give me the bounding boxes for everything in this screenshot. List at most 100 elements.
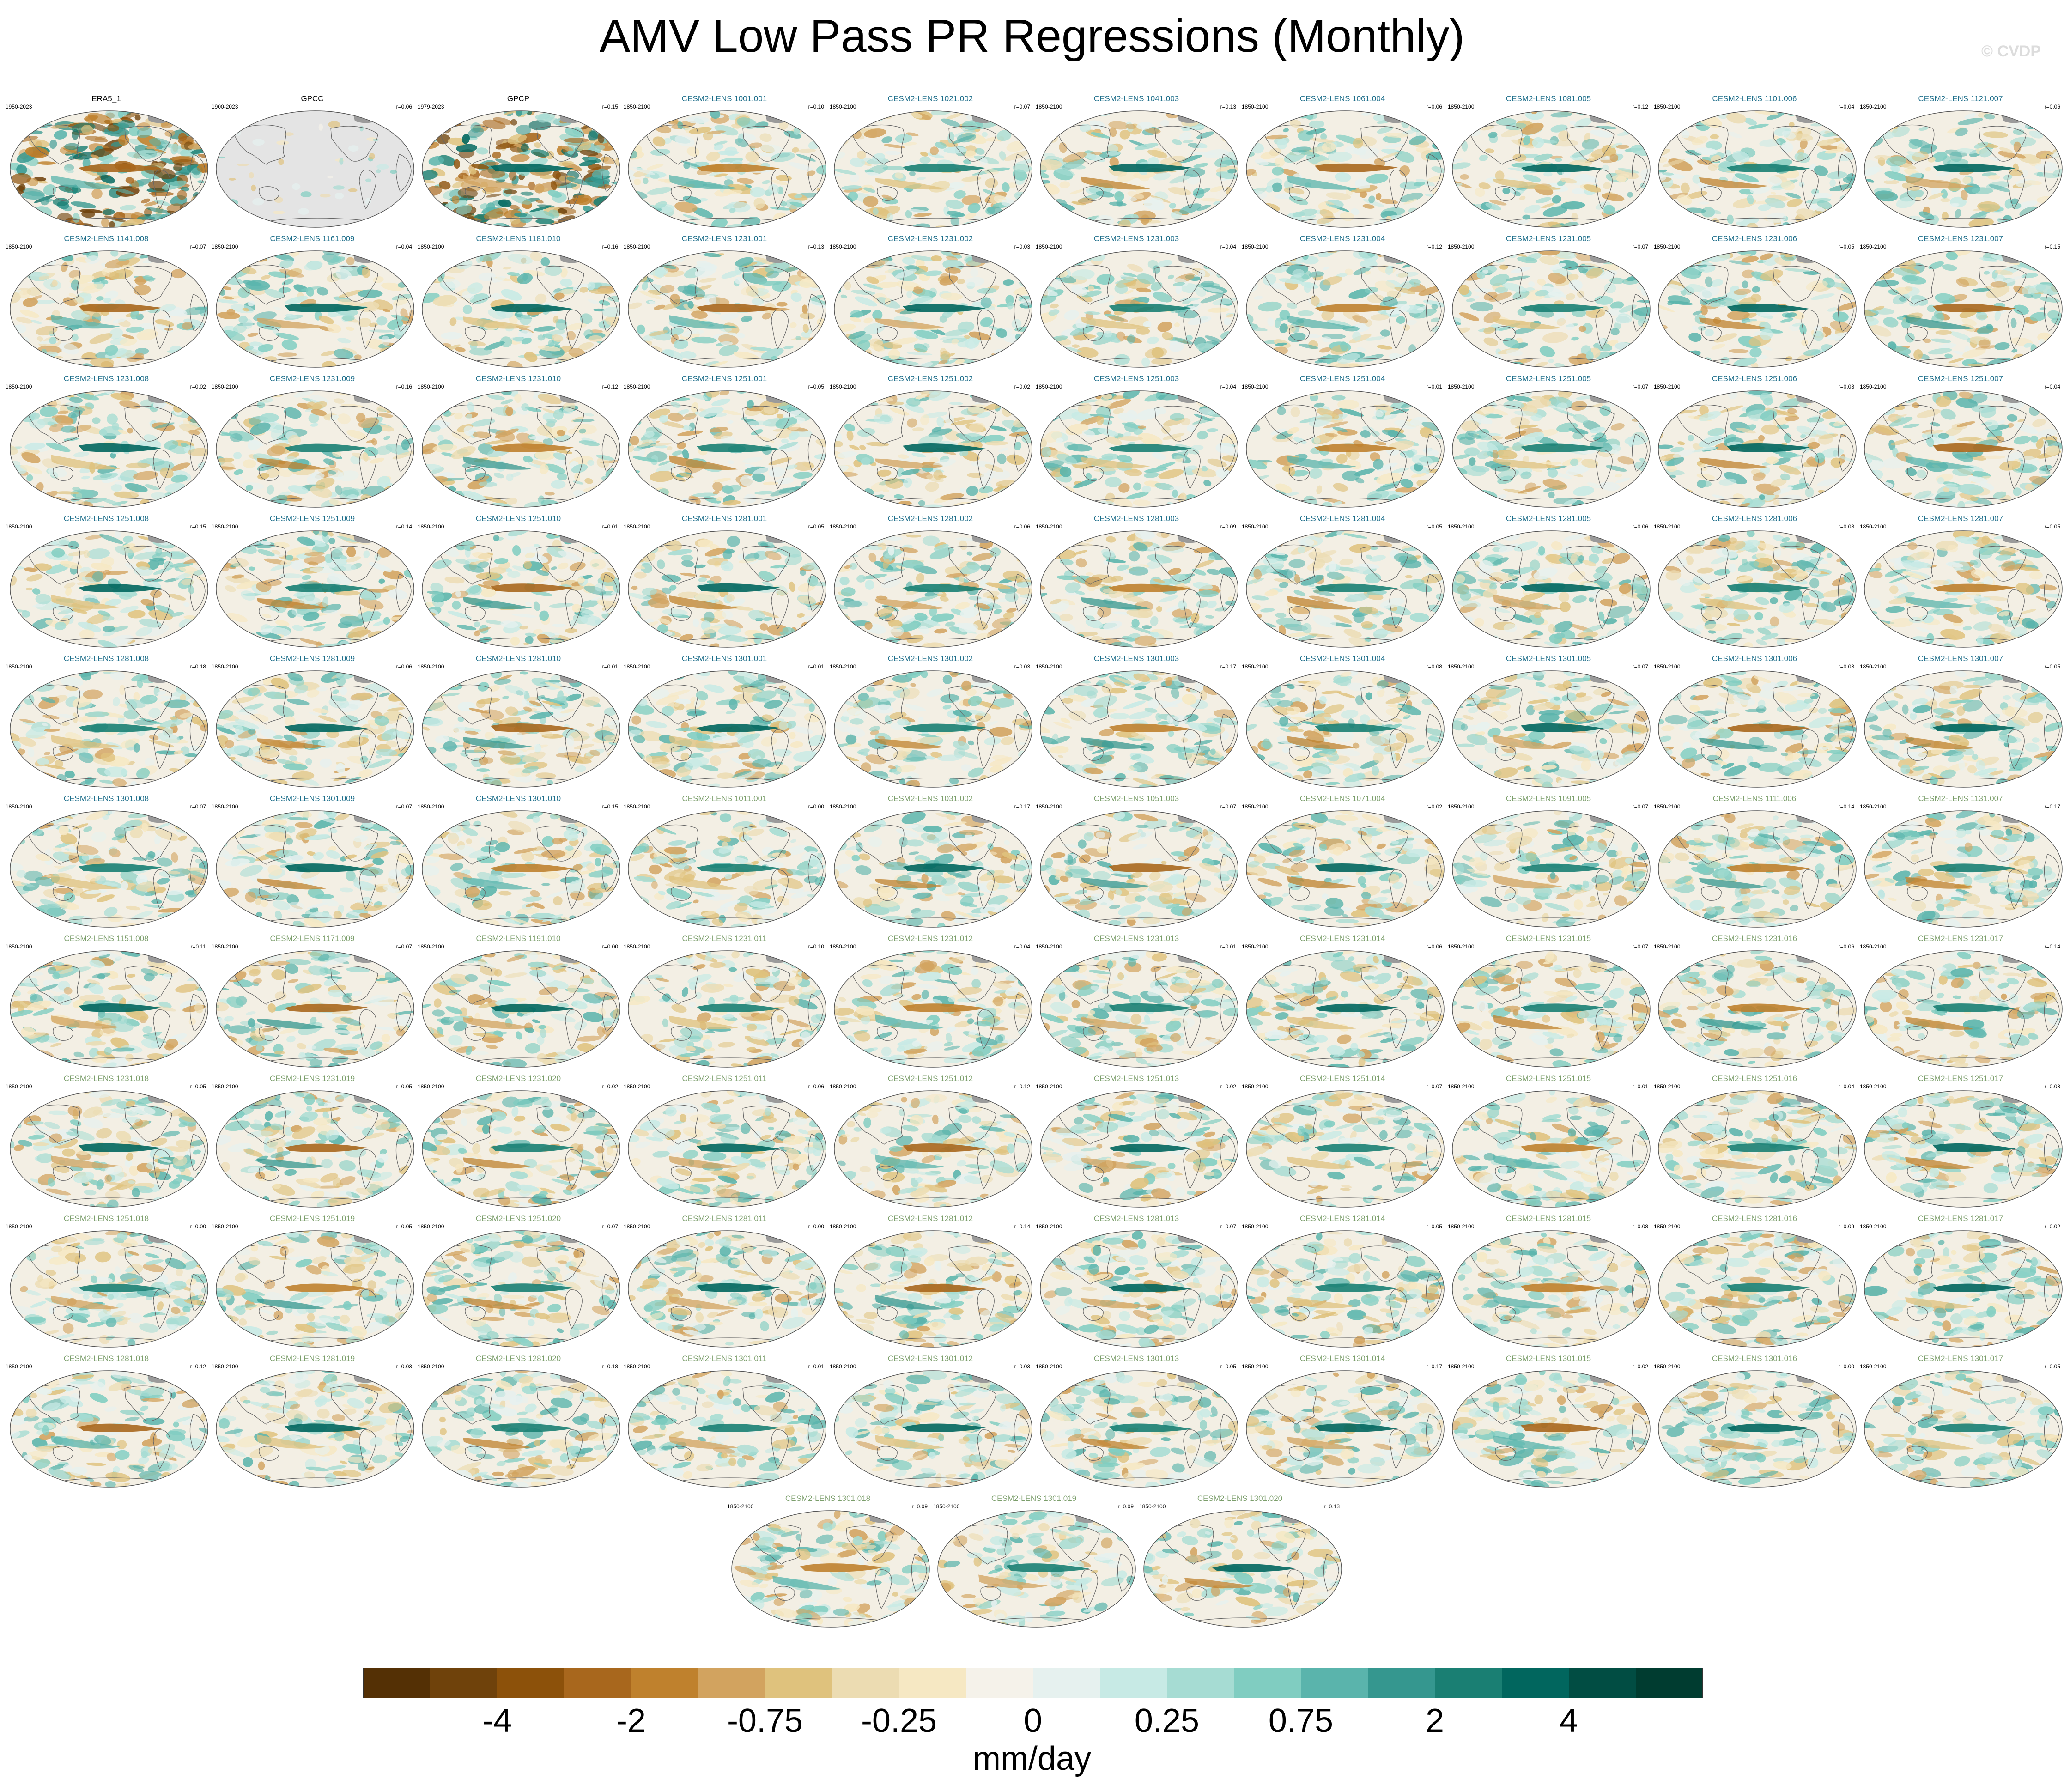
regression-map [1864,1230,2063,1348]
panel-correlation: r=0.02 [2044,1223,2060,1230]
panel-period: 1850-2100 [1654,383,1681,390]
watermark: © CVDP [1981,43,2041,60]
map-panel: CESM2-LENS 1281.002 1850-2100 r=0.06 [828,512,1033,651]
map-panel: CESM2-LENS 1131.007 1850-2100 r=0.17 [1858,792,2063,931]
panel-correlation: r=0.14 [1014,1223,1030,1230]
panel-correlation: r=0.06 [1838,943,1854,950]
map-panel: CESM2-LENS 1231.003 1850-2100 r=0.04 [1034,232,1239,371]
panel-title: CESM2-LENS 1231.017 [1918,934,2003,943]
panel-period: 1850-2100 [6,803,32,810]
panel-correlation: r=0.01 [808,1363,824,1370]
panel-title: CESM2-LENS 1141.008 [64,234,149,243]
regression-map [1452,950,1651,1068]
panel-title: CESM2-LENS 1281.009 [269,654,355,663]
panel-title: CESM2-LENS 1251.010 [475,514,561,523]
map-panel: CESM2-LENS 1281.011 1850-2100 r=0.00 [622,1212,827,1351]
regression-map [422,670,620,788]
panel-period: 1850-2100 [212,1083,238,1090]
panel-period: 1850-2100 [624,383,650,390]
panel-period: 1850-2100 [830,1223,856,1230]
map-panel: CESM2-LENS 1281.019 1850-2100 r=0.03 [210,1352,415,1491]
panel-title: CESM2-LENS 1281.020 [475,1354,561,1363]
panel-period: 1850-2100 [624,1223,650,1230]
panel-correlation: r=0.00 [602,943,618,950]
regression-map [1246,390,1445,508]
map-panel: CESM2-LENS 1041.003 1850-2100 r=0.13 [1034,92,1239,231]
regression-map [834,950,1032,1068]
panel-period: 1850-2100 [1448,1083,1475,1090]
regression-map [1040,530,1238,648]
panel-correlation: r=0.04 [1838,103,1854,110]
colorbar-swatch [1167,1668,1234,1698]
colorbar-swatch [363,1668,431,1698]
regression-map [1864,1090,2063,1208]
map-panel-grid: ERA5_1 1950-2023 GPCC 1900-2023 r=0.06 GPCP 19… [4,92,2063,1628]
panel-title: CESM2-LENS 1281.008 [63,654,149,663]
panel-period: 1850-2100 [418,943,444,950]
panel-correlation: r=0.18 [602,1363,618,1370]
panel-title: CESM2-LENS 1251.020 [475,1214,561,1223]
panel-correlation: r=0.15 [190,523,206,530]
regression-map [1246,530,1445,648]
colorbar-tick-label: -4 [482,1702,512,1739]
panel-period: 1850-2100 [1242,1083,1269,1090]
colorbar-tick-label: 0 [1023,1702,1043,1739]
panel-period: 1900-2023 [212,103,238,110]
regression-map [1864,530,2063,648]
map-panel: CESM2-LENS 1301.004 1850-2100 r=0.08 [1240,652,1445,791]
panel-period: 1850-2100 [1860,523,1887,530]
panel-period: 1850-2100 [1242,1363,1269,1370]
colorbar-swatch [1435,1668,1502,1698]
panel-period: 1850-2100 [1242,803,1269,810]
panel-title: CESM2-LENS 1301.011 [682,1354,767,1363]
map-panel: CESM2-LENS 1281.010 1850-2100 r=0.01 [416,652,621,791]
regression-map [628,250,826,368]
panel-title: CESM2-LENS 1281.014 [1299,1214,1385,1223]
panel-title: CESM2-LENS 1001.001 [681,94,767,103]
panel-period: 1850-2100 [6,1223,32,1230]
map-panel: ERA5_1 1950-2023 [4,92,209,231]
map-panel: CESM2-LENS 1231.011 1850-2100 r=0.10 [622,932,827,1071]
regression-map [628,1230,826,1348]
panel-title: CESM2-LENS 1231.006 [1712,234,1797,243]
panel-period: 1850-2100 [1242,103,1269,110]
panel-correlation: r=0.01 [1220,943,1236,950]
map-panel: CESM2-LENS 1301.017 1850-2100 r=0.05 [1858,1352,2063,1491]
regression-map [1864,950,2063,1068]
panel-title: CESM2-LENS 1281.005 [1506,514,1591,523]
panel-period: 1850-2100 [212,1223,238,1230]
map-panel: CESM2-LENS 1281.005 1850-2100 r=0.06 [1446,512,1651,651]
panel-correlation: r=0.03 [396,1363,412,1370]
map-panel: CESM2-LENS 1251.011 1850-2100 r=0.06 [622,1072,827,1211]
map-panel: CESM2-LENS 1251.005 1850-2100 r=0.07 [1446,372,1651,511]
panel-title: CESM2-LENS 1281.018 [63,1354,149,1363]
map-panel: CESM2-LENS 1231.017 1850-2100 r=0.14 [1858,932,2063,1071]
map-panel: CESM2-LENS 1231.007 1850-2100 r=0.15 [1858,232,2063,371]
panel-period: 1979-2023 [418,103,444,110]
regression-map [1452,390,1651,508]
regression-map [1864,670,2063,788]
colorbar-swatch [564,1668,631,1698]
colorbar-swatch [832,1668,899,1698]
panel-correlation: r=0.07 [396,803,412,810]
map-panel: GPCP 1979-2023 r=0.15 [416,92,621,231]
regression-map [628,390,826,508]
panel-title: CESM2-LENS 1021.002 [887,94,973,103]
panel-title: CESM2-LENS 1251.002 [887,374,973,383]
panel-correlation: r=0.05 [396,1223,412,1230]
map-panel: CESM2-LENS 1281.020 1850-2100 r=0.18 [416,1352,621,1491]
panel-correlation: r=0.03 [1014,243,1030,250]
map-panel: CESM2-LENS 1301.006 1850-2100 r=0.03 [1652,652,1857,791]
map-panel: CESM2-LENS 1231.012 1850-2100 r=0.04 [828,932,1033,1071]
regression-map [1040,390,1238,508]
map-panel: CESM2-LENS 1281.004 1850-2100 r=0.05 [1240,512,1445,651]
map-panel: CESM2-LENS 1281.017 1850-2100 r=0.02 [1858,1212,2063,1351]
panel-correlation: r=0.16 [602,243,618,250]
panel-title: CESM2-LENS 1301.004 [1299,654,1385,663]
panel-correlation: r=0.09 [1838,1223,1854,1230]
regression-map [216,1370,414,1488]
panel-title: CESM2-LENS 1301.020 [1197,1494,1283,1503]
panel-title: CESM2-LENS 1301.005 [1506,654,1591,663]
regression-map [10,1090,208,1208]
panel-title: CESM2-LENS 1251.007 [1918,374,2003,383]
